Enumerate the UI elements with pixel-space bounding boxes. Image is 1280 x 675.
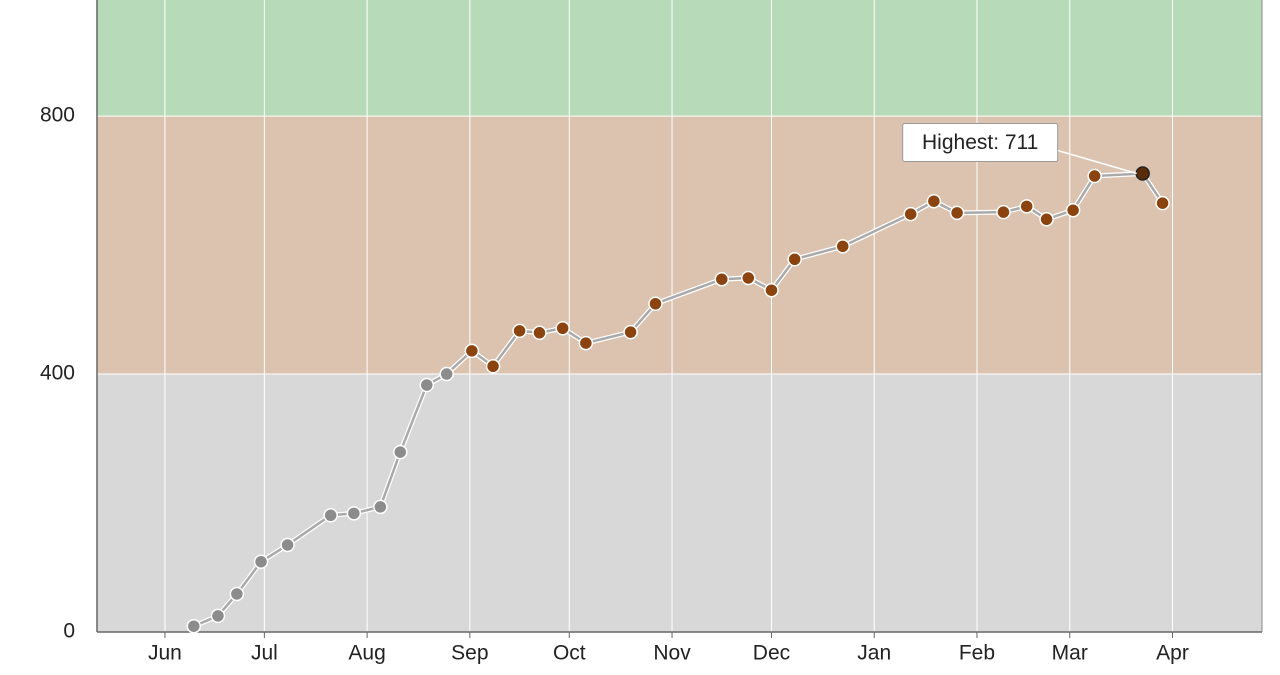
point: [229, 586, 245, 602]
point: [346, 506, 362, 521]
y-tick-label: 0: [63, 620, 75, 643]
annotation-box: [902, 122, 1059, 162]
point: [1155, 195, 1170, 211]
point: [1039, 212, 1054, 227]
plot-band: [97, 0, 1262, 117]
point: [186, 618, 202, 634]
point: [714, 271, 730, 287]
point: [764, 282, 779, 298]
point: [485, 359, 501, 374]
x-tick-label: Nov: [653, 642, 691, 665]
point: [741, 270, 756, 286]
y-tick-label: 800: [40, 104, 75, 127]
point: [532, 325, 547, 341]
point: [253, 554, 269, 569]
point: [648, 296, 663, 311]
point: [1065, 202, 1081, 218]
x-tick-label: Sep: [451, 642, 488, 665]
point: [903, 206, 918, 222]
point: [1087, 168, 1102, 184]
x-tick-label: Oct: [553, 642, 586, 665]
point: [996, 204, 1011, 220]
x-tick-label: Mar: [1052, 642, 1088, 665]
highlight-point: [1135, 166, 1150, 181]
x-tick-label: Jun: [148, 642, 182, 665]
x-tick-label: Aug: [348, 642, 385, 665]
point: [949, 205, 965, 221]
point: [419, 377, 435, 393]
y-tick-label: 400: [40, 362, 75, 385]
x-tick-label: Apr: [1156, 642, 1189, 665]
point: [512, 323, 527, 339]
point: [393, 444, 408, 460]
point: [210, 608, 226, 624]
point: [373, 499, 388, 515]
point: [578, 335, 594, 351]
point: [555, 321, 570, 336]
x-tick-label: Jul: [251, 642, 278, 665]
point: [835, 239, 850, 254]
point: [1019, 199, 1034, 214]
point: [787, 251, 802, 267]
plot-band: [97, 374, 1262, 632]
point: [323, 508, 338, 523]
plot-band: [97, 116, 1262, 375]
point: [623, 324, 638, 340]
x-tick-label: Dec: [753, 642, 790, 665]
line: [193, 172, 1164, 628]
point: [464, 343, 480, 359]
annotation-connector: [1057, 149, 1137, 175]
point: [926, 193, 942, 209]
point: [439, 366, 454, 382]
annotation-label: Highest: 711: [922, 131, 1038, 154]
x-tick-label: Feb: [959, 642, 995, 665]
point: [280, 537, 295, 553]
x-tick-label: Jan: [857, 642, 891, 665]
